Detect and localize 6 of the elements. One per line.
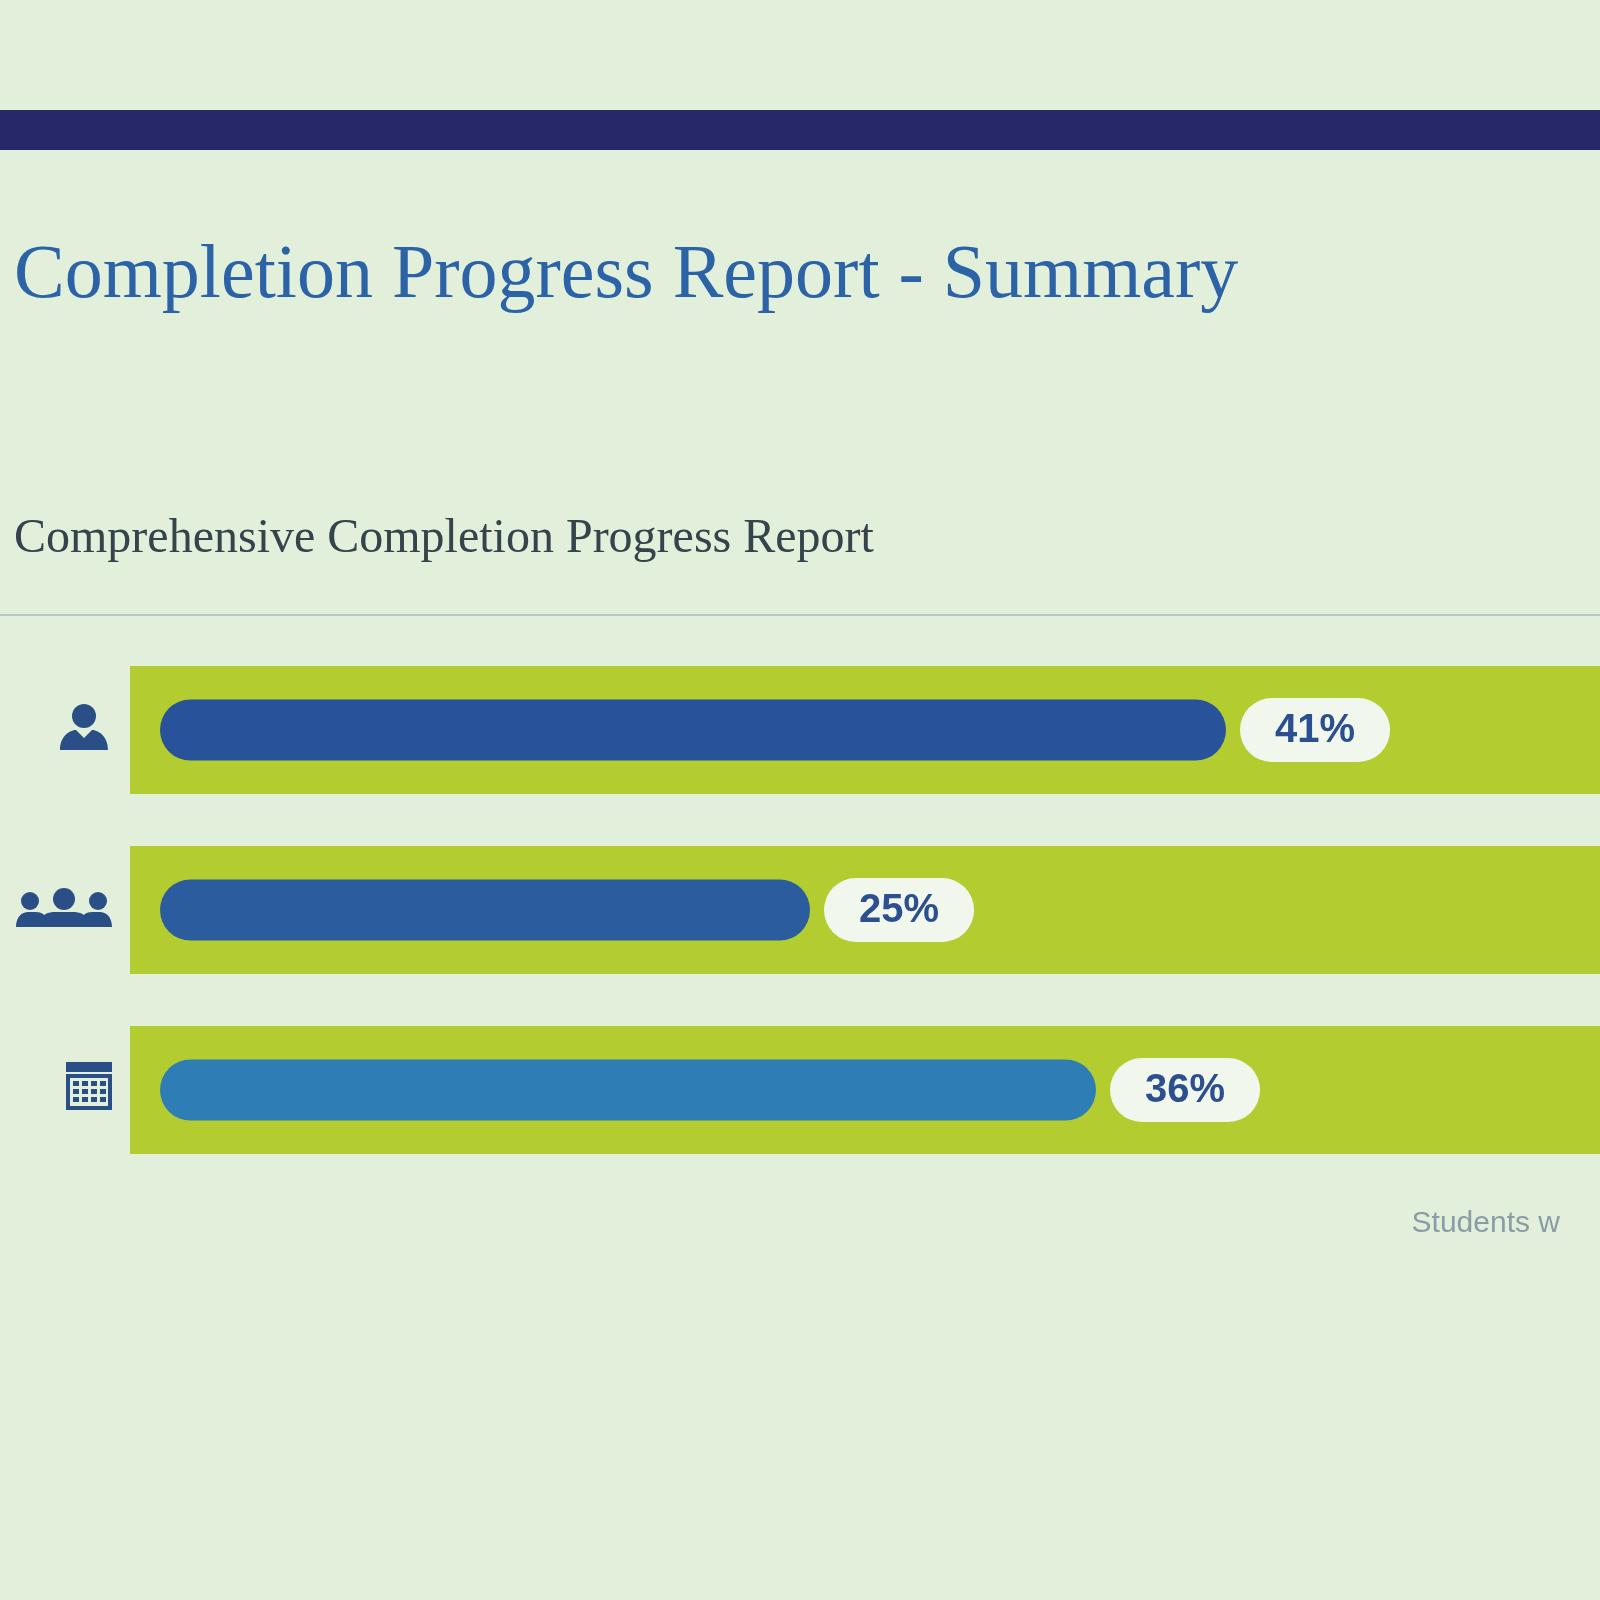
chart-subtitle: Comprehensive Completion Progress Report <box>14 508 874 563</box>
chart-title: Completion Progress Report - Summary <box>14 228 1239 315</box>
data-label: 36% <box>1145 1066 1226 1111</box>
data-label: 41% <box>1275 706 1356 751</box>
data-label: 25% <box>859 886 940 931</box>
text: Students w <box>1411 1205 1560 1239</box>
